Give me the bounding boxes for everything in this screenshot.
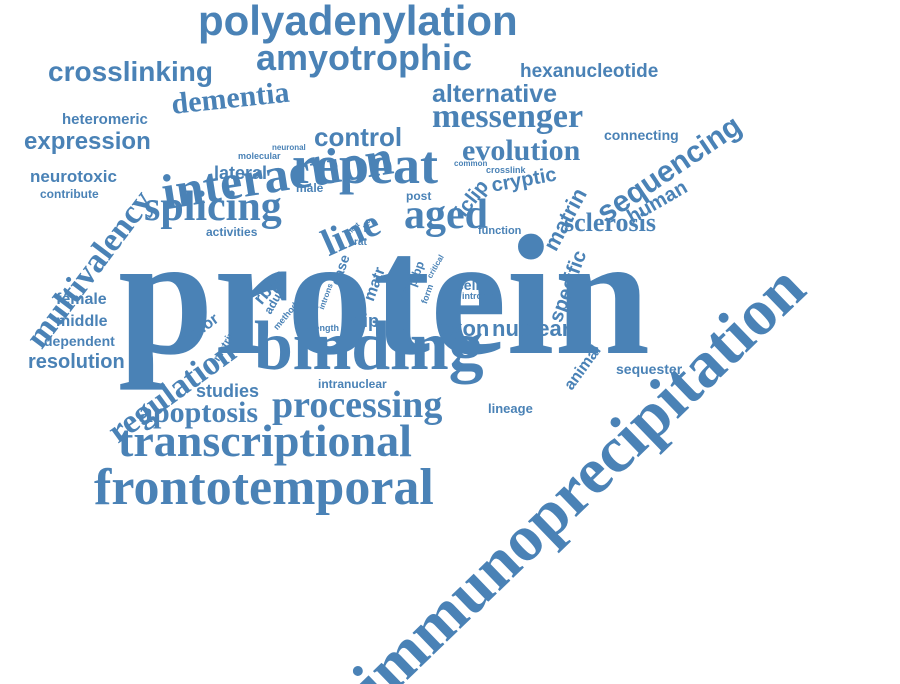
word-aged: aged bbox=[404, 192, 488, 238]
word-binding: binding bbox=[254, 308, 484, 385]
word-apoptosis: apoptosis bbox=[138, 396, 259, 429]
word-messenger: messenger bbox=[432, 98, 584, 135]
word-neurotoxic: neurotoxic bbox=[30, 167, 117, 186]
word-processing: processing bbox=[272, 384, 443, 426]
word-intronic: intronic bbox=[462, 291, 495, 301]
word-cell: cell bbox=[456, 277, 480, 293]
word-heteromeric: heteromeric bbox=[62, 111, 148, 128]
word-post: post bbox=[406, 189, 432, 203]
word-resolution: resolution bbox=[28, 351, 125, 373]
word-splicing: splicing bbox=[144, 184, 282, 230]
word-sequester: sequester bbox=[616, 361, 683, 377]
word-hexanucleotide: hexanucleotide bbox=[520, 61, 659, 82]
word-sclerosis: sclerosis bbox=[564, 208, 656, 237]
word-connecting: connecting bbox=[604, 127, 679, 143]
word-activities: activities bbox=[206, 225, 258, 239]
word-frontotemporal: frontotemporal bbox=[94, 459, 434, 516]
word-transcriptional: transcriptional bbox=[118, 415, 412, 466]
word-neuronal: neuronal bbox=[272, 143, 306, 152]
word-function: function bbox=[478, 225, 522, 237]
word-polyadenylation: polyadenylation bbox=[198, 0, 518, 44]
word-male: male bbox=[296, 181, 324, 195]
word-dependent: dependent bbox=[44, 333, 115, 349]
word-evolution: evolution bbox=[462, 134, 581, 167]
word-repeat: repeat bbox=[292, 135, 438, 195]
word-studies: studies bbox=[196, 381, 260, 401]
word-nuclear: nuclear bbox=[492, 316, 571, 341]
word-lateral: lateral bbox=[214, 163, 268, 183]
word-control: control bbox=[314, 122, 403, 152]
word-rat: rat bbox=[354, 237, 367, 248]
word-clip: clip bbox=[348, 311, 380, 331]
word-lineage: lineage bbox=[488, 401, 533, 416]
word-protein: protein bbox=[118, 201, 650, 391]
word-crosslink: crosslink bbox=[486, 165, 526, 175]
word-contribute: contribute bbox=[40, 187, 99, 201]
word-amyotrophic: amyotrophic bbox=[256, 37, 473, 78]
word-length: length bbox=[312, 323, 339, 333]
word-alternative: alternative bbox=[432, 80, 558, 108]
word-female: female bbox=[56, 291, 107, 308]
word-middle: middle bbox=[56, 313, 108, 330]
word-common: common bbox=[454, 159, 488, 168]
word-molecular: molecular bbox=[238, 151, 281, 161]
word-exon: exon bbox=[438, 316, 490, 341]
word-intranuclear: intranuclear bbox=[318, 377, 387, 391]
word-crosslinking: crosslinking bbox=[48, 56, 213, 87]
word-expression: expression bbox=[24, 128, 151, 155]
